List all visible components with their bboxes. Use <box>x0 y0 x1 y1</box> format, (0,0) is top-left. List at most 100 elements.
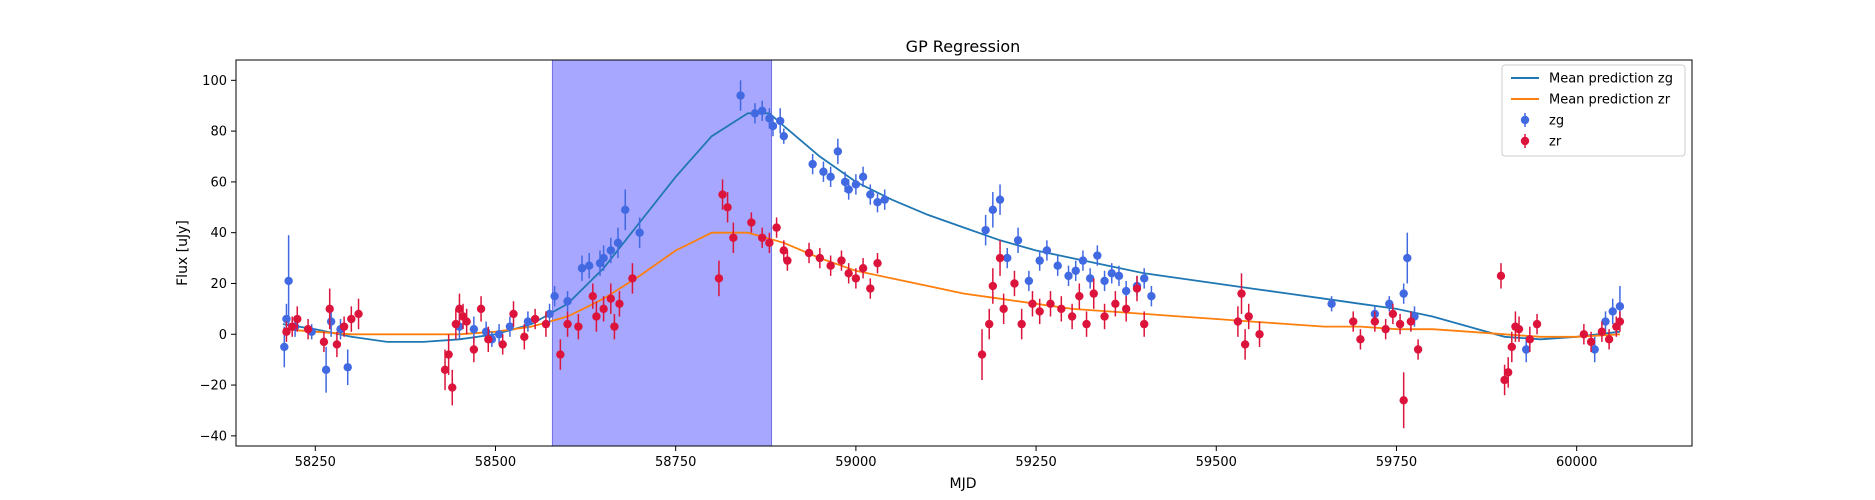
data-point-zr <box>729 222 738 253</box>
data-point-zg <box>851 174 861 195</box>
point-marker <box>837 256 846 265</box>
data-point-zg <box>833 138 843 165</box>
point-marker <box>981 225 990 235</box>
data-point-zg <box>775 108 785 134</box>
data-point-zg <box>1064 265 1073 287</box>
point-marker <box>1139 274 1149 283</box>
point-marker <box>723 203 732 212</box>
point-marker <box>851 180 861 189</box>
point-marker <box>1500 375 1509 385</box>
point-marker <box>858 264 868 273</box>
point-marker <box>621 205 630 215</box>
data-point-zr <box>1067 303 1077 330</box>
legend-item: Mean prediction zg <box>1511 72 1673 87</box>
legend-item: Mean prediction zr <box>1511 93 1671 108</box>
data-point-zg <box>880 189 889 210</box>
data-point-zr <box>498 334 507 355</box>
data-point-zr <box>1514 316 1524 342</box>
data-point-zg <box>523 311 533 332</box>
data-point-zg <box>1093 245 1102 266</box>
legend-marker-swatch <box>1520 115 1530 125</box>
data-point-zr <box>444 334 453 375</box>
data-point-zr <box>509 301 518 327</box>
point-marker <box>1255 330 1264 339</box>
point-marker <box>985 319 994 329</box>
point-marker <box>1071 266 1080 275</box>
data-point-zg <box>494 324 504 345</box>
point-marker <box>1385 299 1394 308</box>
x-tick-label: 59500 <box>1196 455 1237 470</box>
data-point-zr <box>826 255 835 276</box>
data-point-zr <box>610 313 619 340</box>
point-marker <box>757 233 767 242</box>
point-marker <box>1132 284 1142 293</box>
legend-label: zg <box>1549 114 1564 129</box>
point-marker <box>1089 289 1098 298</box>
point-marker <box>520 332 529 342</box>
point-marker <box>880 195 889 204</box>
data-point-zr <box>1017 308 1026 340</box>
point-marker <box>282 327 291 336</box>
data-point-zr <box>1381 319 1390 340</box>
data-point-zr <box>1597 321 1607 342</box>
data-point-zr <box>858 258 868 279</box>
point-marker <box>1147 291 1156 301</box>
data-point-zr <box>1525 326 1535 353</box>
point-marker <box>1370 317 1380 326</box>
data-point-zr <box>851 268 861 289</box>
data-point-zr <box>1089 278 1098 309</box>
data-point-zr <box>1532 313 1542 335</box>
point-marker <box>988 205 998 215</box>
point-marker <box>484 335 493 344</box>
point-marker <box>844 185 853 194</box>
point-marker <box>1586 337 1596 347</box>
point-marker <box>999 304 1008 314</box>
point-marker <box>826 261 835 270</box>
legend-label: zr <box>1549 135 1562 150</box>
point-marker <box>851 274 861 283</box>
point-marker <box>588 291 597 301</box>
point-marker <box>1107 269 1116 278</box>
data-point-zg <box>1085 268 1095 289</box>
point-marker <box>1399 289 1408 298</box>
data-point-zr <box>530 308 540 330</box>
x-tick-label: 58750 <box>655 455 696 470</box>
data-point-zr <box>448 369 457 406</box>
point-marker <box>1356 335 1365 344</box>
point-marker <box>1395 319 1405 329</box>
legend-marker-swatch <box>1520 136 1530 146</box>
point-marker <box>779 131 789 141</box>
y-tick-label: −20 <box>200 379 227 394</box>
point-marker <box>714 274 724 283</box>
data-point-zr <box>844 263 853 284</box>
data-point-zr <box>469 336 479 363</box>
data-point-zr <box>1500 364 1509 396</box>
legend-box <box>1501 64 1686 157</box>
point-marker <box>779 246 789 255</box>
data-point-zr <box>723 192 732 223</box>
data-point-zg <box>599 245 608 271</box>
point-marker <box>610 322 619 331</box>
x-tick-label: 59250 <box>1015 455 1056 470</box>
point-marker <box>1013 236 1023 245</box>
data-point-zr <box>1010 270 1019 297</box>
data-point-zr <box>293 306 302 332</box>
point-marker <box>1093 251 1102 260</box>
data-point-zr <box>837 250 846 271</box>
point-marker <box>354 309 363 319</box>
point-marker <box>1579 330 1589 339</box>
point-marker <box>1121 304 1131 314</box>
point-marker <box>481 327 491 336</box>
data-point-zr <box>520 324 529 350</box>
data-point-zr <box>1370 311 1380 332</box>
data-point-zg <box>981 214 990 246</box>
point-marker <box>1244 312 1253 321</box>
point-marker <box>599 304 608 314</box>
point-marker <box>563 297 572 306</box>
highlight-region <box>551 59 773 447</box>
data-point-zr <box>1244 303 1253 330</box>
data-point-zr <box>476 296 486 322</box>
point-marker <box>505 322 515 331</box>
data-point-zg <box>1035 250 1044 271</box>
